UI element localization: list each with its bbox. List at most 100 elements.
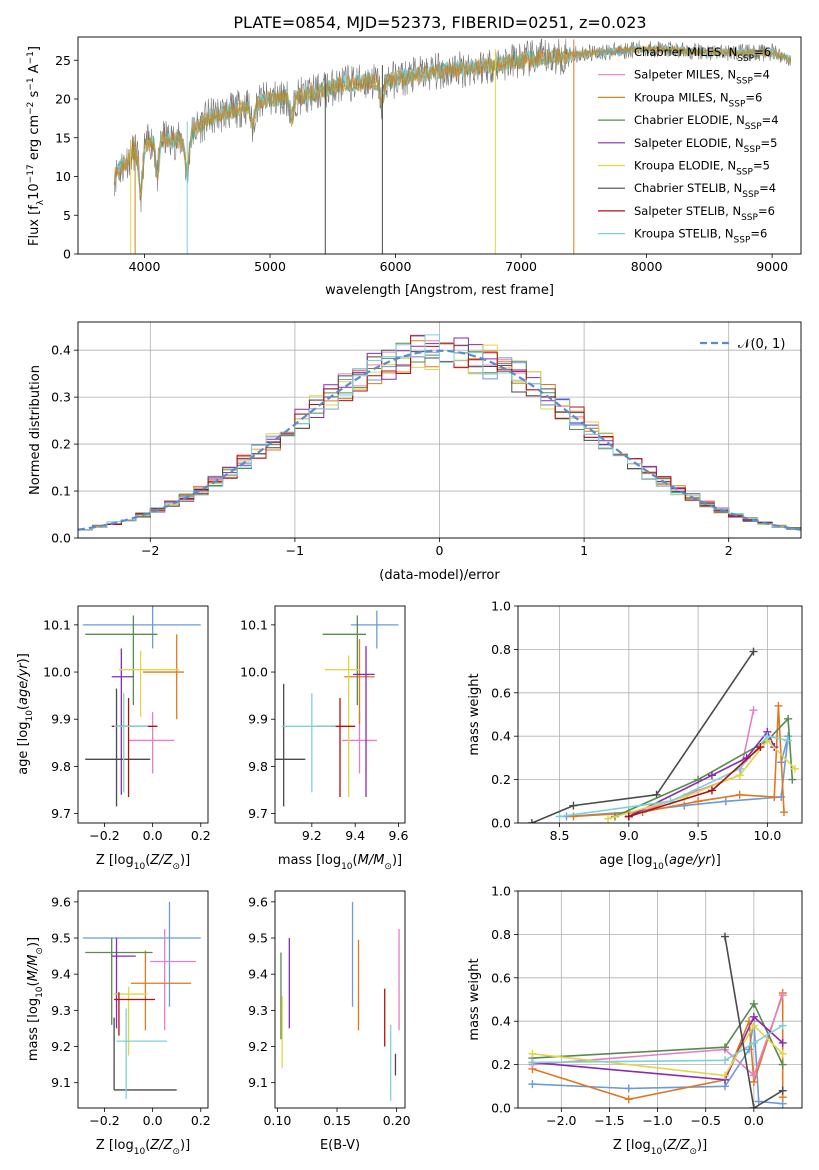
wZ-xtick-label-4: 0.0 <box>744 1113 764 1128</box>
mE-ytick-label-5: 9.6 <box>248 894 268 909</box>
spectrum-xtick-label-5: 9000 <box>756 259 788 274</box>
mE-ytick-label-1: 9.2 <box>248 1039 268 1054</box>
residuals-panel: −2 −1 0 1 2 0.0 0.1 0.2 0.3 0.4 𝒩(0, 1) (data-model… <box>28 321 802 583</box>
weight-vs-age-panel: 8.5 9.0 9.5 10.0 0.0 0.2 0.4 0.6 0.8 1.0 mass weig… <box>467 599 803 872</box>
wAge-ytick-label-0: 0.0 <box>491 816 511 831</box>
mZ-ytick-label-5: 9.6 <box>51 894 71 909</box>
wAge-series-2-point-2 <box>694 797 703 806</box>
legend-entry-0: Chabrier MILES, NSSP=6 <box>634 45 771 64</box>
wAge-ytick-label-3: 0.6 <box>491 685 511 700</box>
ageM-ytick-label-0: 9.7 <box>248 806 268 821</box>
residuals-ytick-label-4: 0.4 <box>51 343 71 358</box>
residuals-frame <box>77 321 802 539</box>
mZ-xtick-label-1: 0.0 <box>143 1113 163 1128</box>
spectrum-ytick-label-2: 10 <box>55 169 71 184</box>
wZ-xtick-label-3: −0.5 <box>691 1113 721 1128</box>
ageM-ytick-label-1: 9.8 <box>248 759 268 774</box>
wZ-xtick-label-1: −1.5 <box>594 1113 624 1128</box>
ageM-xtick-label-2: 9.6 <box>389 828 409 843</box>
wZ-series-7-point-2 <box>778 1086 787 1095</box>
wAge-series-8-point-1 <box>707 786 716 795</box>
mE-ytick-label-2: 9.3 <box>248 1003 268 1018</box>
mE-xtick-label-1: 0.15 <box>323 1113 351 1128</box>
mE-ytick-label-0: 9.1 <box>248 1075 268 1090</box>
wZ-series-7 <box>724 936 784 1108</box>
wAge-xtick-label-0: 8.5 <box>550 828 570 843</box>
wAge-ylabel: mass weight <box>467 673 482 755</box>
wZ-series-5-point-0 <box>528 1049 537 1058</box>
wZ-ytick-label-3: 0.6 <box>491 970 511 985</box>
mass-vs-ebv-panel: 0.10 0.15 0.20 9.1 9.2 9.3 9.4 9.5 9.6 E(B-V) <box>248 890 411 1153</box>
residuals-xtick-label-1: −1 <box>286 543 304 558</box>
wZ-xtick-label-0: −2.0 <box>546 1113 576 1128</box>
wAge-ytick-label-4: 0.8 <box>491 642 511 657</box>
mZ-frame <box>77 890 209 1109</box>
legend-entry-2: Kroupa MILES, NSSP=6 <box>634 90 762 109</box>
ageM-xtick-label-0: 9.2 <box>302 828 322 843</box>
clip-wAge-area <box>527 647 800 823</box>
wAge-series-0-point-3 <box>749 647 758 656</box>
legend-entry-7: Salpeter STELIB, NSSP=6 <box>634 204 775 223</box>
spectrum-ytick-label-3: 15 <box>55 130 71 145</box>
wAge-series-0-point-0 <box>527 819 536 823</box>
wZ-series-3-point-2 <box>749 999 758 1008</box>
wAge-series-4-point-3 <box>784 714 793 723</box>
spectrum-xlabel: wavelength [Angstrom, rest frame] <box>325 283 554 298</box>
wAge-ytick-label-5: 1.0 <box>491 599 511 614</box>
legend-entry-5: Kroupa ELODIE, NSSP=5 <box>634 159 770 178</box>
residuals-ytick-label-1: 0.1 <box>51 484 71 499</box>
wAge-series-6-point-0 <box>604 814 613 823</box>
wZ-series-3-point-3 <box>778 1060 787 1069</box>
spectrum-ytick-label-4: 20 <box>55 92 71 107</box>
ageM-frame <box>274 605 406 824</box>
wZ-ylabel: mass weight <box>467 958 482 1040</box>
ageZ-xtick-label-0: −0.2 <box>89 828 119 843</box>
wAge-series-4-point-4 <box>788 775 797 784</box>
spectrum-xtick-label-4: 8000 <box>631 259 663 274</box>
residuals-ytick-label-3: 0.3 <box>51 390 71 405</box>
wZ-series-0-point-0 <box>528 1080 537 1089</box>
wAge-series-8-point-0 <box>624 812 633 821</box>
wAge-series-6-point-4 <box>791 764 800 773</box>
wZ-series-5-point-2 <box>749 1021 758 1030</box>
mZ-ytick-label-4: 9.5 <box>51 931 71 946</box>
spectrum-xtick-label-3: 7000 <box>505 259 537 274</box>
wZ-series-5 <box>532 1024 784 1077</box>
spectrum-xtick-label-0: 4000 <box>129 259 161 274</box>
ageM-ytick-label-4: 10.1 <box>240 617 268 632</box>
wAge-series-1-point-2 <box>680 801 689 810</box>
mE-ytick-label-4: 9.5 <box>248 931 268 946</box>
wZ-series-6-point-1 <box>720 1056 729 1065</box>
ageZ-frame <box>77 605 209 824</box>
spectrum-panel: 4000 5000 6000 7000 8000 9000 0 5 10 15 20 25 wavele… <box>26 36 802 298</box>
wZ-frame <box>517 890 803 1109</box>
wAge-series-7-point-3 <box>763 732 772 741</box>
ageM-ytick-label-3: 10.0 <box>240 665 268 680</box>
ageZ-ylabel: age [log10(age/yr)] <box>16 653 35 775</box>
wZ-series-3-point-1 <box>720 1043 729 1052</box>
wAge-xtick-label-1: 9.0 <box>619 828 639 843</box>
clip-ageZ-area <box>82 606 201 807</box>
wZ-ytick-label-1: 0.2 <box>491 1057 511 1072</box>
wZ-ytick-label-2: 0.4 <box>491 1014 511 1029</box>
wZ-series-4 <box>532 1015 784 1081</box>
wZ-series-4-point-3 <box>778 1038 787 1047</box>
mE-frame <box>274 890 406 1109</box>
mE-xtick-label-2: 0.20 <box>383 1113 411 1128</box>
wAge-series-2-point-6 <box>779 808 788 817</box>
normal-curve <box>78 349 801 531</box>
wAge-series-3-point-3 <box>749 706 758 715</box>
legend-entry-8: Kroupa STELIB, NSSP=6 <box>634 227 767 246</box>
mZ-ytick-label-2: 9.3 <box>51 1003 71 1018</box>
wZ-series-2-point-2 <box>749 1071 758 1080</box>
wZ-ytick-label-0: 0.0 <box>491 1101 511 1116</box>
wZ-xlabel: Z [log10(Z/Z⊙)] <box>613 1138 707 1157</box>
wAge-series-2-point-4 <box>770 792 779 801</box>
age-vs-mass-panel: 9.2 9.4 9.6 9.7 9.8 9.9 10.0 10.1 mass [log10(M/… <box>240 605 409 872</box>
ageZ-xtick-label-1: 0.0 <box>143 828 163 843</box>
wZ-series-7-point-1 <box>749 1104 758 1108</box>
wAge-ytick-label-1: 0.2 <box>491 772 511 787</box>
histogram-series-8 <box>78 334 801 531</box>
spectrum-model-3 <box>114 44 792 200</box>
